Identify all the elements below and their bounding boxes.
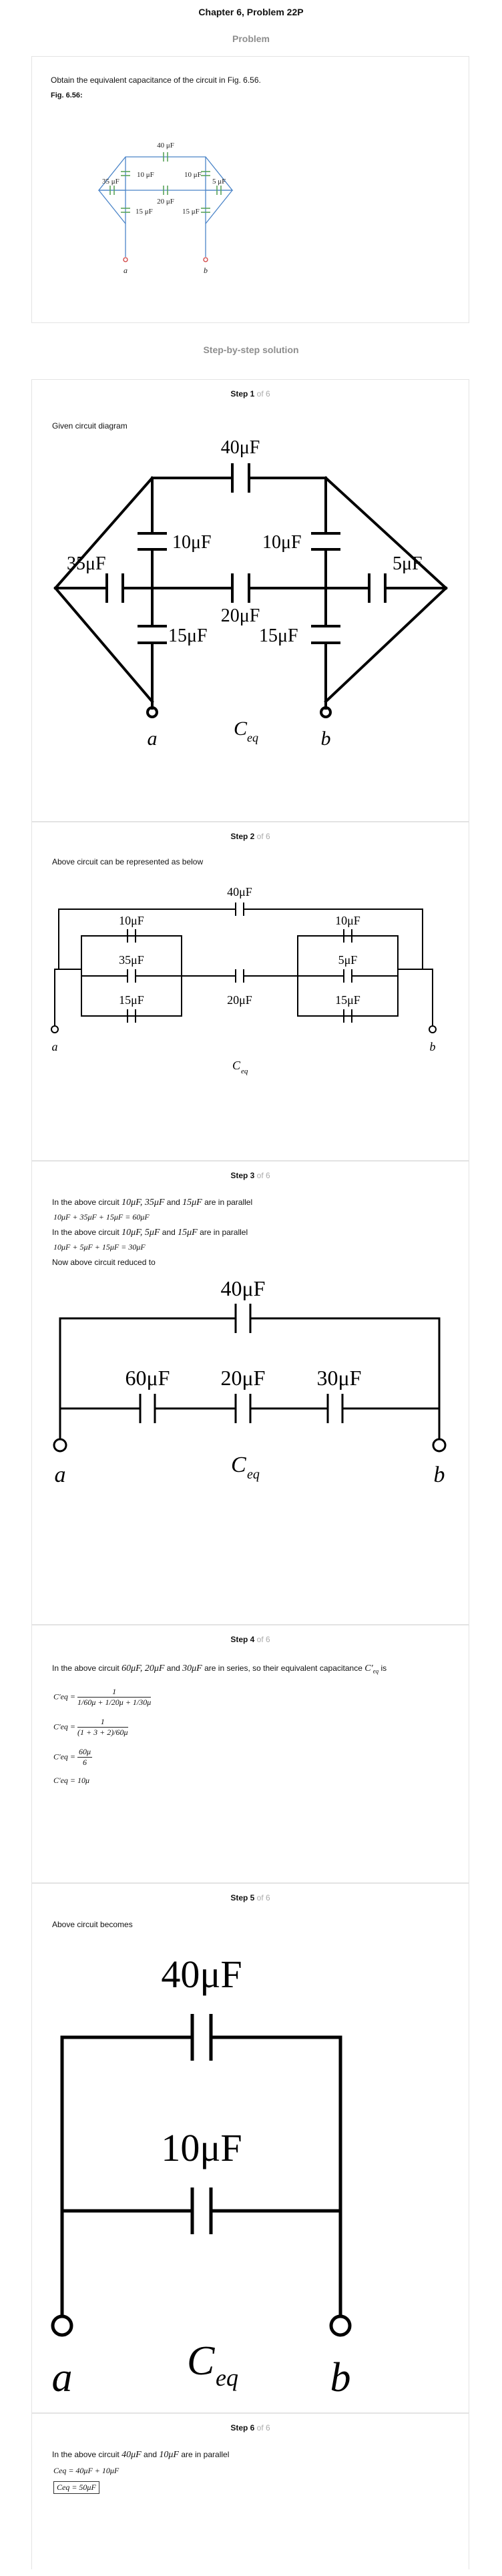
step-5-card: Step 5 of 6 Above circuit becomes 40μF 1… — [31, 1883, 469, 2413]
step-1-label: Step 1 of 6 — [230, 389, 270, 399]
label-35uF: 35 μF — [102, 178, 119, 186]
s2-node-a: a — [52, 1040, 58, 1053]
s5-node-b: b — [330, 2355, 351, 2398]
step-2-card: Step 2 of 6 Above circuit can be represe… — [31, 822, 469, 1161]
s1-label-10uF-right: 10μF — [262, 532, 302, 553]
step-3-line-1: In the above circuit 10μF, 35μF and 15μF… — [52, 1198, 253, 1208]
step-6-line-1: In the above circuit 40μF and 10μF are i… — [52, 2450, 230, 2460]
s5-ceq-sub: eq — [216, 2364, 238, 2391]
step-2-circuit: 40μF 10μF 10μF 35μF 5μF 15μF 15μF 20μF a… — [51, 885, 437, 1075]
step-4-label: Step 4 of 6 — [230, 1635, 270, 1644]
s2-label-15uF-left: 15μF — [119, 993, 144, 1007]
s3-label-60uF: 60μF — [125, 1366, 170, 1390]
step-6-eq-1: Ceq = 40μF + 10μF — [53, 2466, 119, 2475]
s3-node-b: b — [434, 1463, 445, 1487]
s1-label-5uF: 5μF — [393, 553, 423, 574]
s1-node-b: b — [321, 728, 331, 750]
s1-label-20uF: 20μF — [221, 605, 260, 626]
s2-label-5uF: 5μF — [338, 953, 358, 967]
node-a: a — [123, 266, 128, 275]
problem-statement: Obtain the equivalent capacitance of the… — [51, 75, 261, 85]
step-2-text: Above circuit can be represented as belo… — [52, 857, 204, 866]
s2-label-40uF: 40μF — [227, 885, 252, 898]
s3-label-20uF: 20μF — [221, 1366, 266, 1390]
s1-label-15uF-right: 15μF — [259, 625, 298, 646]
s2-node-b: b — [430, 1040, 436, 1053]
s2-label-15uF-right: 15μF — [335, 993, 360, 1007]
s2-label-10uF-left: 10μF — [119, 914, 144, 927]
label-15uF-right: 15 μF — [182, 208, 200, 216]
label-5uF: 5 μF — [212, 178, 226, 186]
s1-node-a: a — [148, 728, 158, 750]
label-20uF: 20 μF — [157, 198, 174, 206]
s5-ceq: C — [187, 2338, 215, 2384]
s3-ceq: C — [231, 1453, 246, 1477]
step-4-formula-3: C'eq = 60μ 6 — [53, 1747, 93, 1768]
step-1-card: Step 1 of 6 Given circuit diagram 40μF 1… — [31, 379, 469, 822]
s5-node-a: a — [52, 2355, 73, 2398]
label-15uF-left: 15 μF — [136, 208, 153, 216]
final-answer: Ceq = 50μF — [53, 2481, 99, 2494]
step-3-eq-1: 10μF + 35μF + 15μF = 60μF — [53, 1212, 150, 1222]
s3-ceq-sub: eq — [247, 1467, 260, 1482]
step-5-label: Step 5 of 6 — [230, 1893, 270, 1902]
s1-label-15uF-left: 15μF — [168, 625, 208, 646]
step-3-line-2: In the above circuit 10μF, 5μF and 15μF … — [52, 1228, 248, 1238]
step-4-line-1: In the above circuit 60μF, 20μF and 30μF… — [52, 1663, 387, 1675]
s3-label-30uF: 30μF — [317, 1366, 362, 1390]
step-1-circuit: 40μF 10μF 10μF 35μF 5μF 20μF 15μF 15μF a… — [53, 437, 448, 750]
solution-heading: Step-by-step solution — [203, 344, 299, 355]
s5-label-40uF: 40μF — [161, 1953, 242, 1996]
s2-label-10uF-right: 10μF — [335, 914, 360, 927]
label-40uF: 40 μF — [157, 142, 174, 150]
step-3-circuit: 40μF 60μF 20μF 30μF a b C eq — [53, 1276, 447, 1487]
page-title: Chapter 6, Problem 22P — [198, 7, 304, 17]
step-6-eq-2: Ceq = 50μF — [53, 2481, 469, 2494]
s1-label-40uF: 40μF — [221, 437, 260, 458]
label-10uF-left: 10 μF — [137, 171, 154, 179]
s2-ceq-sub: eq — [241, 1067, 248, 1075]
step-4-formula-4: C'eq = 10μ — [53, 1776, 90, 1786]
step-4-card: Step 4 of 6 In the above circuit 60μF, 2… — [31, 1625, 469, 1883]
s2-label-20uF: 20μF — [227, 993, 252, 1007]
problem-card: Obtain the equivalent capacitance of the… — [31, 56, 469, 323]
step-3-eq-2: 10μF + 5μF + 15μF = 30μF — [53, 1242, 146, 1252]
figure-label: Fig. 6.56: — [51, 91, 83, 99]
s2-ceq: C — [232, 1059, 241, 1072]
s5-label-10uF: 10μF — [161, 2126, 242, 2169]
step-4-formula-2: C'eq = 1 (1 + 3 + 2)/60μ — [53, 1717, 128, 1738]
problem-circuit: 40 μF 10 μF 10 μF 35 μF 5 μF 20 μF 15 μF… — [97, 142, 234, 275]
step-4-formula-1: C'eq = 1 1/60μ + 1/20μ + 1/30μ — [53, 1687, 152, 1708]
step-1-text: Given circuit diagram — [52, 421, 128, 431]
s1-label-35uF: 35μF — [67, 553, 106, 574]
step-3-line-3: Now above circuit reduced to — [52, 1258, 156, 1267]
node-b: b — [204, 266, 208, 275]
problem-heading: Problem — [232, 33, 270, 44]
step-6-card: Step 6 of 6 In the above circuit 40μF an… — [31, 2413, 469, 2569]
s2-label-35uF: 35μF — [119, 953, 144, 967]
step-5-circuit: 40μF 10μF a b C eq — [51, 1953, 352, 2398]
step-3-card: Step 3 of 6 In the above circuit 10μF, 3… — [31, 1161, 469, 1625]
step-6-label: Step 6 of 6 — [230, 2423, 270, 2432]
s1-ceq-sub: eq — [247, 731, 258, 744]
step-2-label: Step 2 of 6 — [230, 832, 270, 841]
s3-label-40uF: 40μF — [221, 1276, 266, 1300]
s3-node-a: a — [55, 1463, 66, 1487]
step-5-text: Above circuit becomes — [52, 1920, 133, 1929]
label-10uF-right: 10 μF — [184, 171, 202, 179]
s1-label-10uF-left: 10μF — [172, 532, 212, 553]
step-3-label: Step 3 of 6 — [230, 1171, 270, 1180]
s1-ceq: C — [234, 718, 248, 740]
